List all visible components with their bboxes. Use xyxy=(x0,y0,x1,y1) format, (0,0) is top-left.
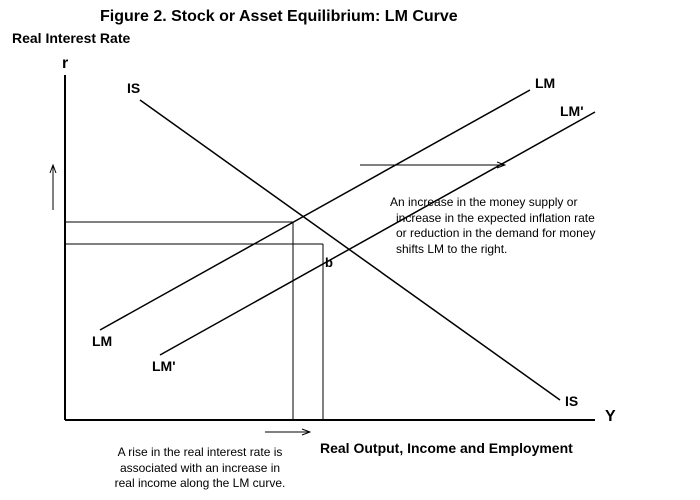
lmprime-curve xyxy=(160,112,595,355)
lm-curve xyxy=(100,90,530,330)
diagram-svg xyxy=(0,0,700,500)
figure-container: Figure 2. Stock or Asset Equilibrium: LM… xyxy=(0,0,700,500)
is-curve xyxy=(140,100,560,400)
